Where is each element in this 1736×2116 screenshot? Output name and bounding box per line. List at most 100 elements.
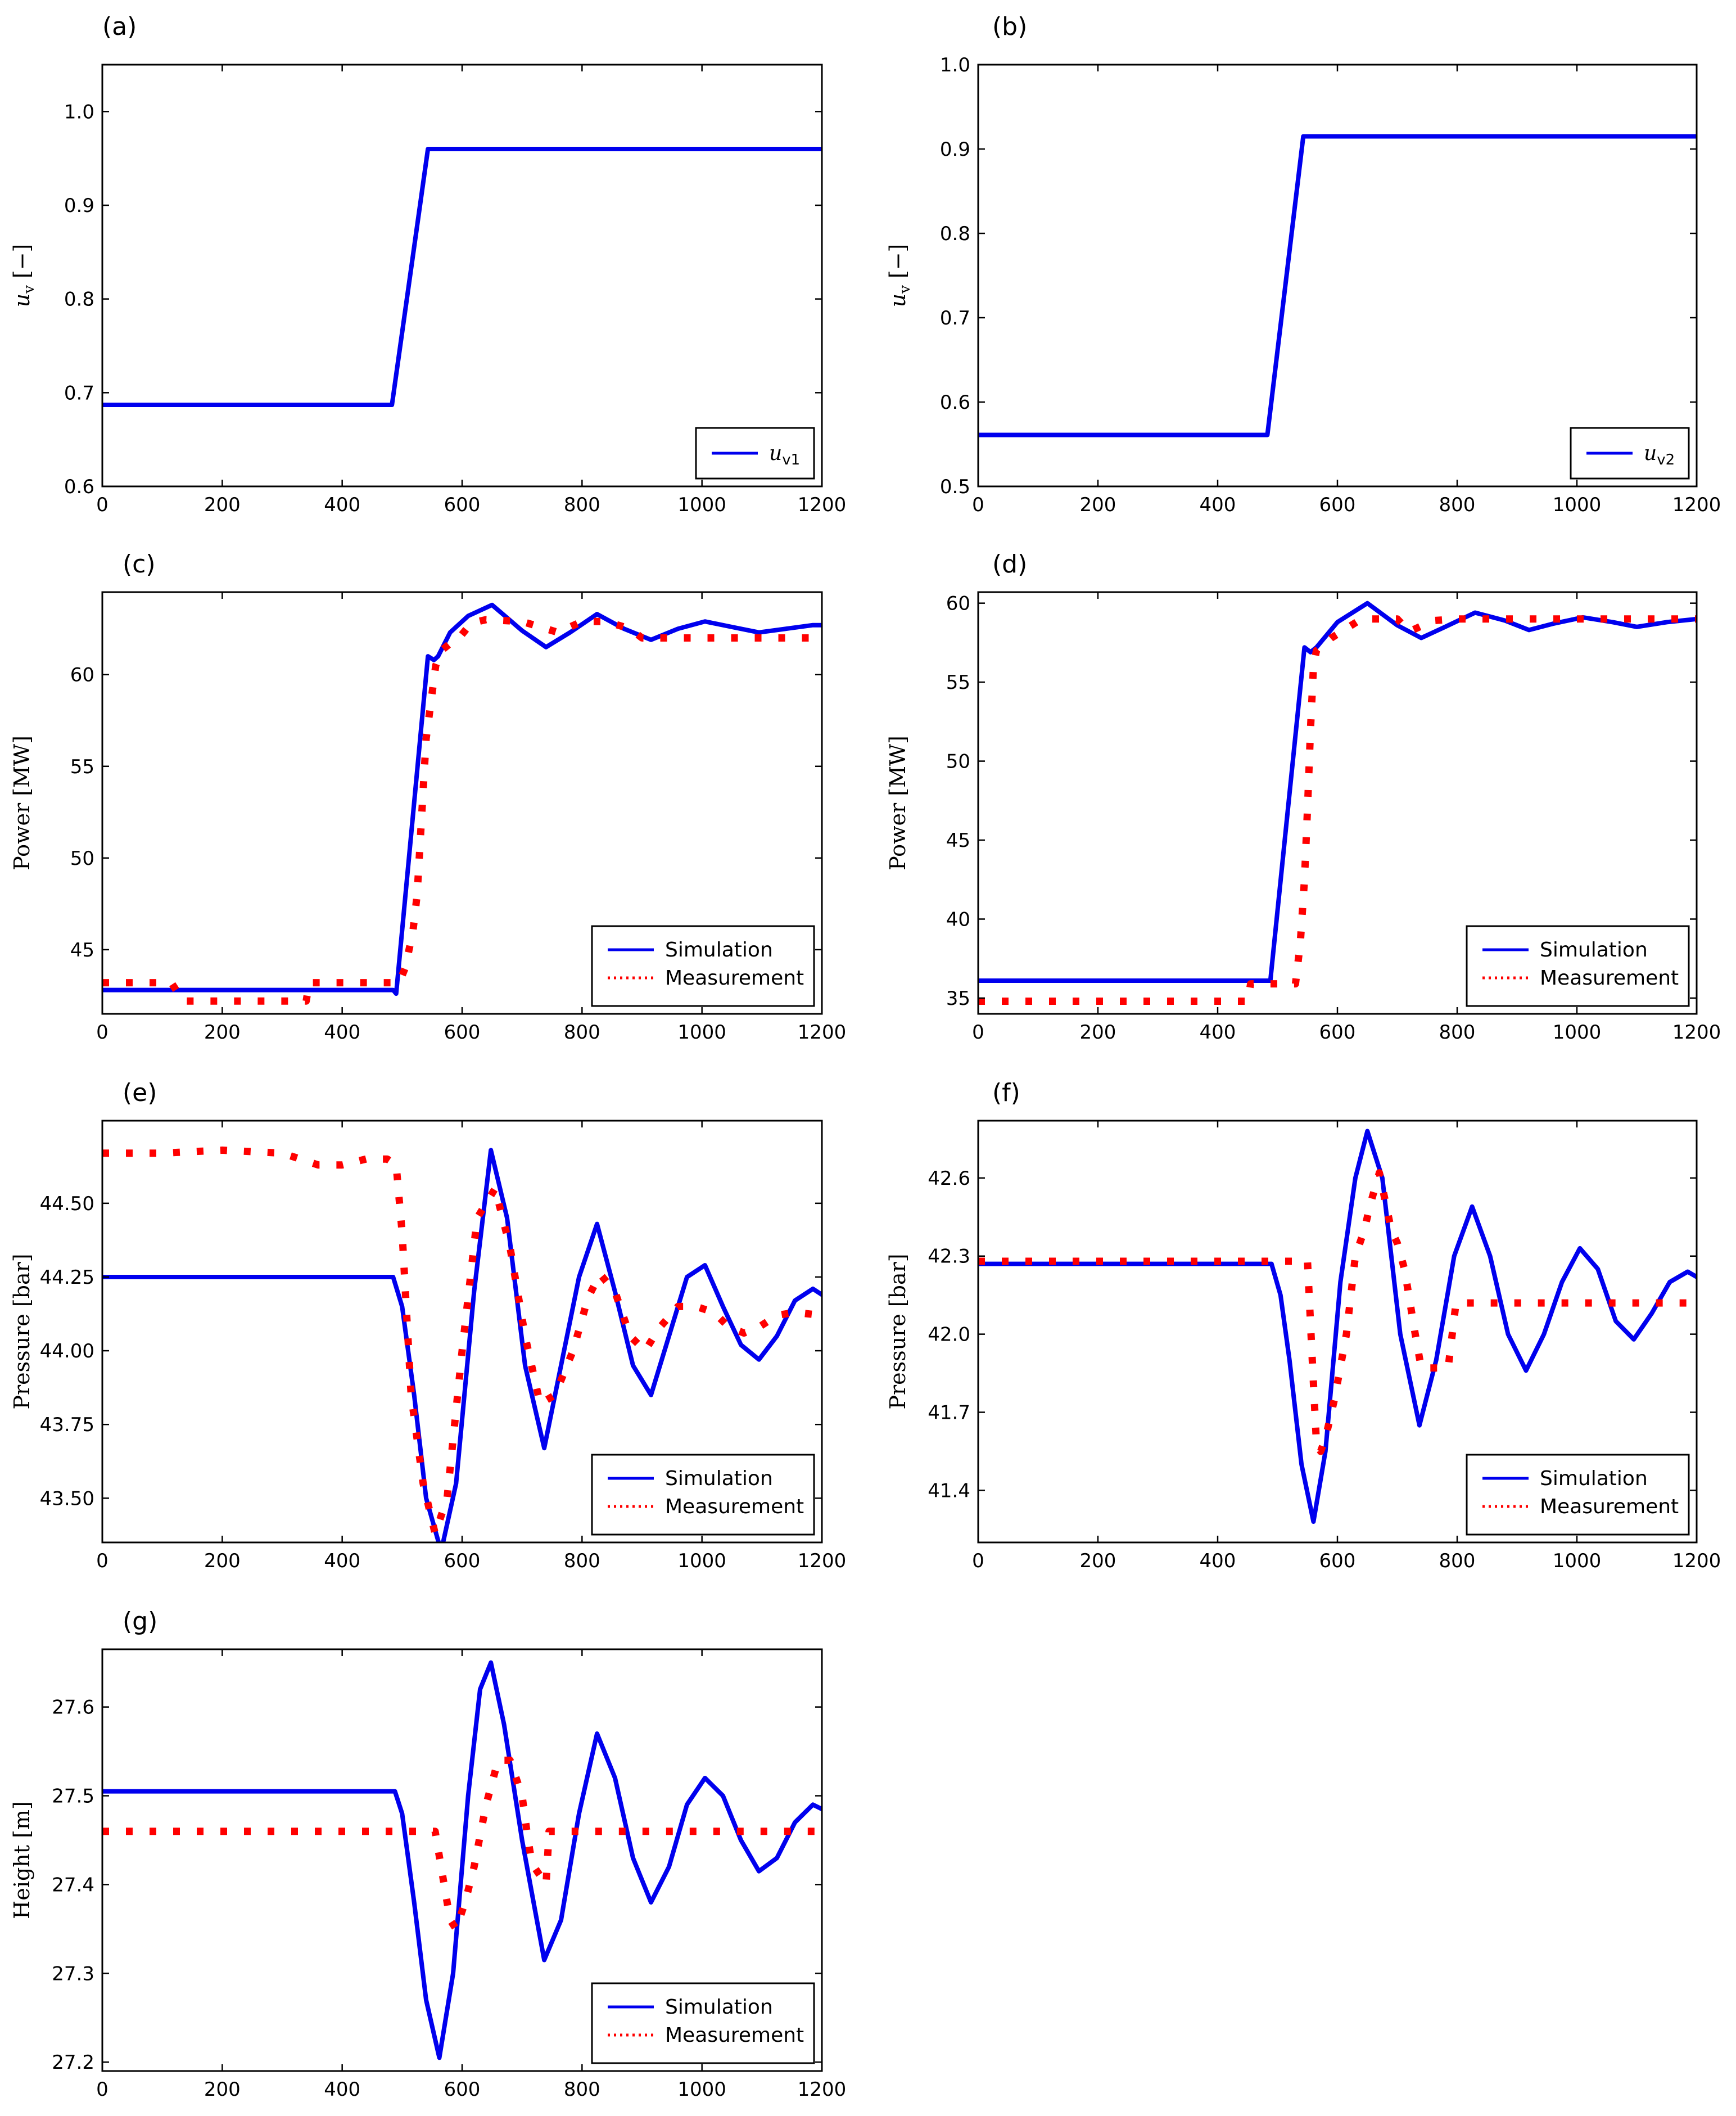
y-tick-label: 50	[946, 751, 970, 773]
panel-a: (a) 0 200 400 600 800 1000 1200 0.6 0.7 0.8 0.9 1.0 u…	[10, 12, 846, 516]
x-tick-label: 200	[204, 1550, 241, 1572]
y-axis-label: uv [−]	[885, 244, 914, 308]
legend-label: Simulation	[1540, 1467, 1648, 1490]
x-tick-label: 1000	[1553, 1021, 1602, 1044]
x-tick-label: 400	[324, 1550, 360, 1572]
panel-c: (c) 0 200 400 600 800 1000 1200 45 50 55 60 Power [M…	[10, 550, 846, 1044]
y-axis-label: Pressure [bar]	[885, 1253, 910, 1409]
series-simulation	[978, 1129, 1697, 1524]
y-tick-label: 0.6	[940, 391, 970, 414]
panel-label: (d)	[992, 550, 1027, 579]
x-tick-label: 200	[204, 1021, 241, 1044]
x-tick-label: 0	[972, 494, 984, 516]
x-tick-label: 600	[444, 494, 481, 516]
legend-label: Simulation	[665, 1467, 773, 1490]
y-tick-label: 44.00	[40, 1340, 94, 1362]
legend: Simulation Measurement	[591, 1454, 815, 1536]
legend-label: Measurement	[665, 1495, 804, 1518]
x-tick-label: 1000	[677, 494, 726, 516]
x-tick-label: 1200	[798, 494, 847, 516]
x-tick-label: 800	[564, 1021, 600, 1044]
y-tick-label: 27.3	[52, 1962, 94, 1985]
x-tick-label: 1200	[1672, 494, 1721, 516]
legend-label: Simulation	[665, 1996, 773, 2019]
y-tick-label: 43.50	[40, 1487, 94, 1510]
x-tick-label: 600	[1319, 494, 1356, 516]
y-tick-label: 0.7	[940, 307, 970, 330]
y-tick-label: 60	[70, 664, 94, 687]
legend-label: Measurement	[1540, 967, 1679, 990]
y-tick-label: 45	[70, 939, 94, 962]
y-tick-label: 27.5	[52, 1785, 94, 1808]
x-tick-label: 1200	[1672, 1021, 1721, 1044]
legend: Simulation Measurement	[591, 925, 815, 1007]
legend-label: Simulation	[1540, 939, 1648, 962]
x-tick-label: 600	[1319, 1021, 1356, 1044]
y-tick-label: 27.6	[52, 1697, 94, 1719]
legend-box	[591, 1454, 815, 1536]
legend: Simulation Measurement	[1466, 1454, 1690, 1536]
x-tick-label: 800	[564, 494, 600, 516]
x-tick-label: 400	[324, 2078, 360, 2101]
panel-g: (g) 0 200 400 600 800 1000 1200 27.2 27.3 27.4 27.5…	[10, 1607, 846, 2101]
y-tick-label: 41.4	[928, 1479, 970, 1502]
panel-e: (e) 0 200 400 600 800 1000 1200 43.50 43.75 44.00 4…	[10, 1079, 846, 1572]
x-tick-label: 0	[96, 2078, 108, 2101]
y-tick-label: 41.7	[928, 1402, 970, 1424]
y-tick-label: 0.8	[940, 223, 970, 245]
x-tick-label: 400	[1200, 1021, 1236, 1044]
x-tick-label: 200	[1080, 1550, 1116, 1572]
legend-box	[1466, 925, 1690, 1007]
y-tick-label: 27.2	[52, 2051, 94, 2074]
x-tick-label: 0	[972, 1021, 984, 1044]
x-tick-label: 600	[444, 1021, 481, 1044]
x-tick-label: 600	[444, 2078, 481, 2101]
panel-label: (e)	[123, 1079, 157, 1107]
x-tick-label: 1000	[1553, 1550, 1602, 1572]
x-tick-label: 1200	[798, 1021, 847, 1044]
x-tick-label: 1000	[677, 1550, 726, 1572]
y-tick-label: 0.5	[940, 476, 970, 498]
series-measurement	[102, 1756, 822, 1933]
x-tick-label: 0	[96, 494, 108, 516]
axes-frame	[101, 64, 823, 488]
x-tick-label: 0	[96, 1021, 108, 1044]
series-u-v1	[102, 147, 822, 407]
legend-box	[591, 925, 815, 1007]
y-tick-label: 44.50	[40, 1193, 94, 1215]
axes-frame	[977, 64, 1698, 488]
x-tick-label: 600	[444, 1550, 481, 1572]
x-tick-label: 800	[1439, 1550, 1476, 1572]
y-tick-label: 0.9	[64, 195, 94, 217]
legend: uv1	[695, 427, 815, 480]
panel-d: (d) 0 200 400 600 800 1000 1200 35 40 45 50 55 60 Powe…	[885, 550, 1721, 1044]
legend-label: Measurement	[665, 2024, 804, 2047]
x-tick-label: 1200	[1672, 1550, 1721, 1572]
panel-label: (g)	[123, 1607, 157, 1636]
y-tick-label: 0.9	[940, 138, 970, 161]
y-tick-label: 1.0	[64, 101, 94, 123]
y-axis-label: uv [−]	[10, 244, 38, 308]
y-tick-label: 0.6	[64, 476, 94, 498]
y-axis-label: Power [MW]	[10, 736, 34, 870]
y-tick-label: 0.8	[64, 288, 94, 311]
series-u-v2	[978, 134, 1697, 437]
y-tick-label: 60	[946, 593, 970, 615]
y-tick-label: 45	[946, 829, 970, 852]
series-simulation	[102, 1660, 822, 2060]
legend-box	[1466, 1454, 1690, 1536]
x-tick-label: 800	[1439, 494, 1476, 516]
legend: uv2	[1570, 427, 1690, 480]
y-tick-label: 27.4	[52, 1874, 94, 1896]
panel-label: (f)	[992, 1079, 1020, 1107]
y-tick-label: 42.6	[928, 1167, 970, 1190]
y-tick-label: 42.0	[928, 1324, 970, 1346]
legend-label: Measurement	[1540, 1495, 1679, 1518]
x-tick-label: 800	[564, 1550, 600, 1572]
x-tick-label: 600	[1319, 1550, 1356, 1572]
x-tick-label: 200	[204, 494, 241, 516]
series-measurement	[978, 1169, 1697, 1455]
panel-label: (b)	[992, 12, 1027, 41]
x-tick-label: 400	[1200, 494, 1236, 516]
